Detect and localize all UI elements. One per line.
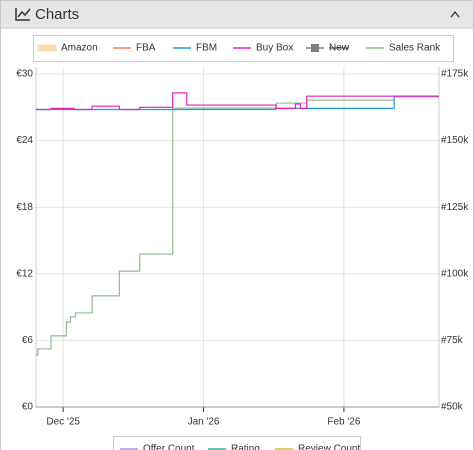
y2-tick-label: #75k [441,335,464,346]
y-tick-label: €18 [16,202,33,213]
legend-entry[interactable]: Buy Box [233,43,293,54]
legend-label: Amazon [61,43,98,54]
legend-label: Buy Box [256,43,293,54]
legend-entry[interactable]: Amazon [37,43,98,54]
legend-marker [311,44,319,52]
legend-label: FBM [196,43,217,54]
y2-tick-label: #150k [441,135,469,146]
y-tick-label: €24 [16,135,33,146]
legend-swatch [37,44,57,52]
legend-entry[interactable]: FBA [113,43,156,54]
legend-label: Review Count [298,444,360,450]
legend-entry[interactable]: New [306,43,350,54]
y2-tick-label: #50k [441,402,464,413]
legend-label: Rating [231,444,260,450]
x-tick-label: Feb '26 [327,417,360,428]
series-line [36,92,439,111]
panel-title: Charts [35,6,79,23]
panel-header[interactable] [1,1,473,28]
legend-label: Sales Rank [389,43,441,54]
legend-entry[interactable]: Sales Rank [366,43,441,54]
y2-tick-label: #125k [441,202,469,213]
legend-entry[interactable]: Offer Count [120,444,195,450]
plot-area [36,67,439,407]
y2-tick-label: #175k [441,69,469,80]
x-tick-label: Dec '25 [46,417,80,428]
chart-icon [15,8,31,21]
series-line [36,96,439,356]
legend-label: FBA [136,43,156,54]
y2-tick-label: #100k [441,268,469,279]
legend-entry[interactable]: Review Count [275,444,360,450]
collapse-caret[interactable] [450,10,460,18]
y-tick-label: €12 [16,268,33,279]
legend-label: Offer Count [143,444,195,450]
legend-entry[interactable]: FBM [173,43,217,54]
y-tick-label: €0 [22,402,34,413]
y-tick-label: €30 [16,69,33,80]
legend-entry[interactable]: Rating [208,444,260,450]
legend-label: New [329,43,350,54]
y-tick-label: €6 [22,335,34,346]
x-tick-label: Jan '26 [188,417,220,428]
